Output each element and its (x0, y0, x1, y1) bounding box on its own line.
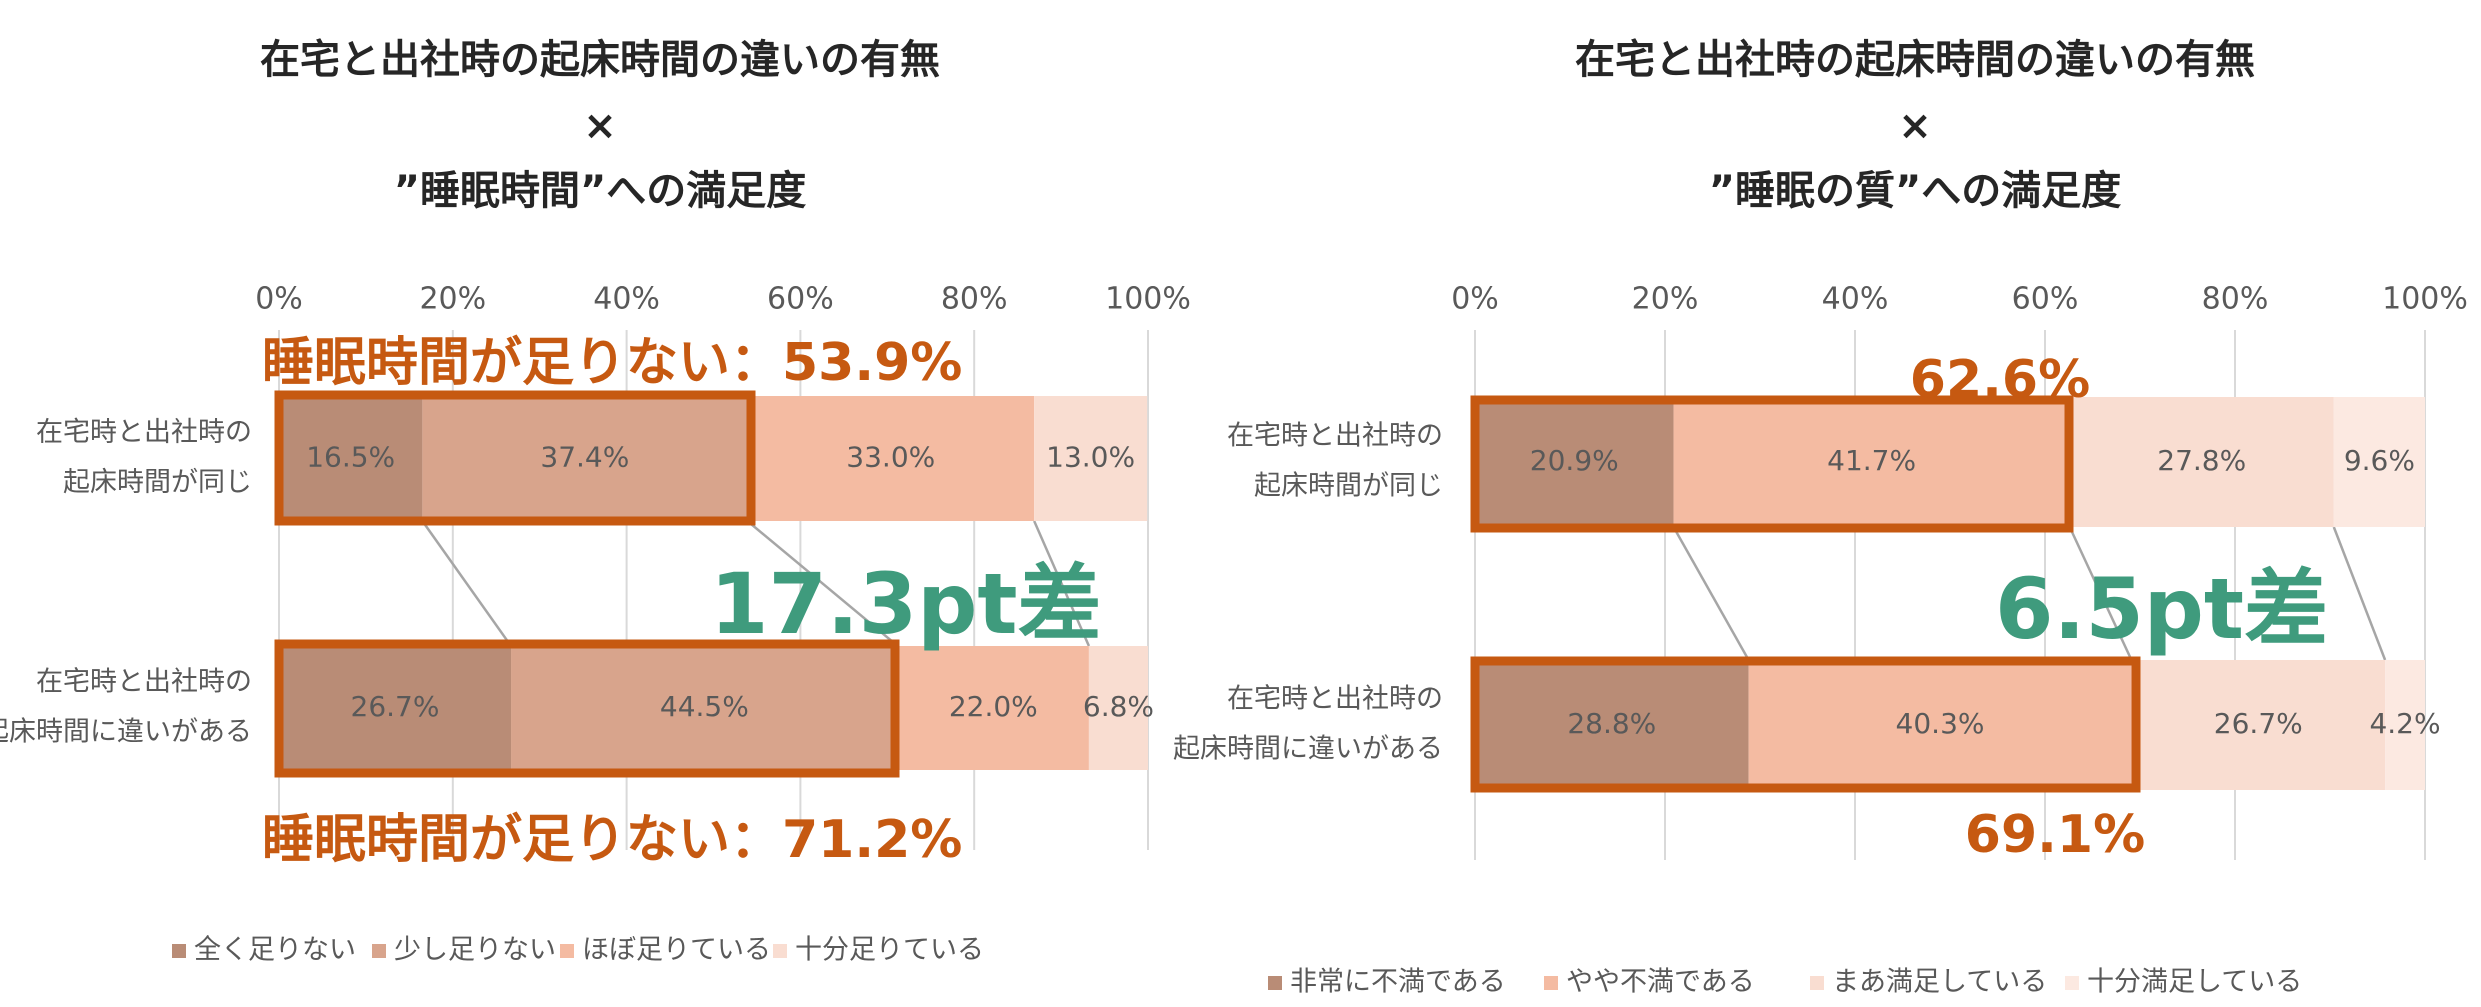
data-label: 6.8% (1083, 690, 1154, 723)
x-tick-label: 60% (767, 282, 834, 317)
bar-segment (2131, 660, 2386, 790)
bar-segment (1475, 660, 1749, 790)
bar-segment (2069, 397, 2334, 527)
data-label: 20.9% (1530, 444, 1619, 477)
legend-label: 十分満足している (2087, 967, 2302, 998)
highlight-box (1470, 395, 2074, 533)
legend-swatch (372, 944, 386, 958)
category-label: 在宅時と出社時の (36, 417, 252, 448)
legend-swatch (2065, 976, 2079, 990)
callout-top: 睡眠時間が足りない：53.9% (262, 333, 962, 393)
bar-segment (422, 396, 748, 521)
legend-label: 十分足りている (795, 935, 984, 966)
data-label: 40.3% (1896, 707, 1985, 740)
data-label: 37.4% (540, 441, 629, 474)
bar-segment (747, 396, 1035, 521)
bar-segment (1034, 396, 1148, 521)
x-tick-label: 0% (1451, 282, 1499, 317)
bar-segment (511, 646, 898, 770)
bar-segment (2385, 660, 2425, 790)
x-tick-label: 40% (593, 282, 660, 317)
data-label: 26.7% (2214, 707, 2303, 740)
legend-swatch (1268, 976, 1282, 990)
category-label: 起床時間が同じ (63, 467, 252, 498)
x-tick-label: 20% (1632, 282, 1699, 317)
data-label: 28.8% (1567, 707, 1656, 740)
legend-label: 全く足りない (194, 935, 356, 966)
chart-title-line: 在宅と出社時の起床時間の違いの有無 (260, 37, 940, 83)
legend-label: 非常に不満である (1290, 967, 1506, 998)
x-tick-label: 20% (419, 282, 486, 317)
x-tick-label: 0% (255, 282, 303, 317)
bar-segment (1088, 646, 1148, 770)
data-label: 33.0% (846, 441, 935, 474)
legend-swatch (773, 944, 787, 958)
bar-segment (2333, 397, 2425, 527)
legend-label: まあ満足している (1832, 967, 2047, 998)
difference-label: 17.3pt差 (710, 555, 1102, 653)
x-tick-label: 80% (2202, 282, 2269, 317)
data-label: 27.8% (2157, 444, 2246, 477)
data-label: 26.7% (351, 690, 440, 723)
x-tick-label: 60% (2012, 282, 2079, 317)
series-connector-line (746, 520, 899, 647)
series-connector-line (1672, 526, 1750, 661)
x-tick-label: 80% (941, 282, 1008, 317)
bar-segment (897, 646, 1089, 770)
chart-title-line: × (1898, 103, 1932, 149)
data-label: 13.0% (1046, 441, 1135, 474)
bar-segment (1475, 397, 1674, 527)
chart-title-line: ”睡眠の質”への満足度 (1709, 168, 2122, 214)
data-label: 4.2% (2369, 707, 2440, 740)
chart-title-line: 在宅と出社時の起床時間の違いの有無 (1575, 37, 2255, 83)
category-label: 在宅時と出社時の (1227, 684, 1443, 715)
series-connector-line (2332, 526, 2387, 661)
bar-segment (1748, 660, 2132, 790)
legend-label: 少し足りない (394, 935, 556, 966)
category-label: 起床時間に違いがある (1173, 734, 1443, 765)
x-tick-label: 40% (1822, 282, 1889, 317)
bar-segment (279, 646, 512, 770)
series-connector-line (421, 520, 513, 647)
data-label: 9.6% (2344, 444, 2415, 477)
bar-segment (1673, 397, 2070, 527)
data-label: 22.0% (949, 690, 1038, 723)
category-label: 起床時間が同じ (1254, 471, 1443, 502)
legend-swatch (560, 944, 574, 958)
x-tick-label: 100% (1105, 282, 1191, 317)
series-connector-line (2068, 526, 2133, 661)
legend-label: ほぼ足りている (582, 935, 771, 966)
category-label: 起床時間に違いがある (0, 717, 252, 748)
legend-swatch (1544, 976, 1558, 990)
bar-segment (279, 396, 423, 521)
category-label: 在宅時と出社時の (36, 667, 252, 698)
legend-label: やや不満である (1566, 967, 1755, 998)
data-label: 16.5% (306, 441, 395, 474)
callout-bottom: 69.1% (1965, 805, 2145, 865)
x-tick-label: 100% (2382, 282, 2468, 317)
chart-title-line: ”睡眠時間”への満足度 (394, 168, 807, 214)
legend-swatch (172, 944, 186, 958)
highlight-box (274, 639, 900, 778)
legend-swatch (1810, 976, 1824, 990)
chart-panel-sleep-quality: 在宅と出社時の起床時間の違いの有無 × ”睡眠の質”への満足度 0% 20% 40% 60%… (1173, 37, 2468, 998)
difference-label: 6.5pt差 (1995, 560, 2328, 658)
highlight-box (1470, 656, 2141, 793)
highlight-box (274, 390, 756, 526)
data-label: 44.5% (660, 690, 749, 723)
chart-title-line: × (583, 103, 617, 149)
series-connector-line (1033, 520, 1091, 647)
data-label: 41.7% (1827, 444, 1916, 477)
category-label: 在宅時と出社時の (1227, 421, 1443, 452)
chart-panel-sleep-time: 在宅と出社時の起床時間の違いの有無 × ”睡眠時間”への満足度 0% 20% 40% 60%… (0, 37, 1191, 966)
callout-top: 62.6% (1910, 350, 2090, 410)
callout-bottom: 睡眠時間が足りない：71.2% (262, 810, 962, 870)
